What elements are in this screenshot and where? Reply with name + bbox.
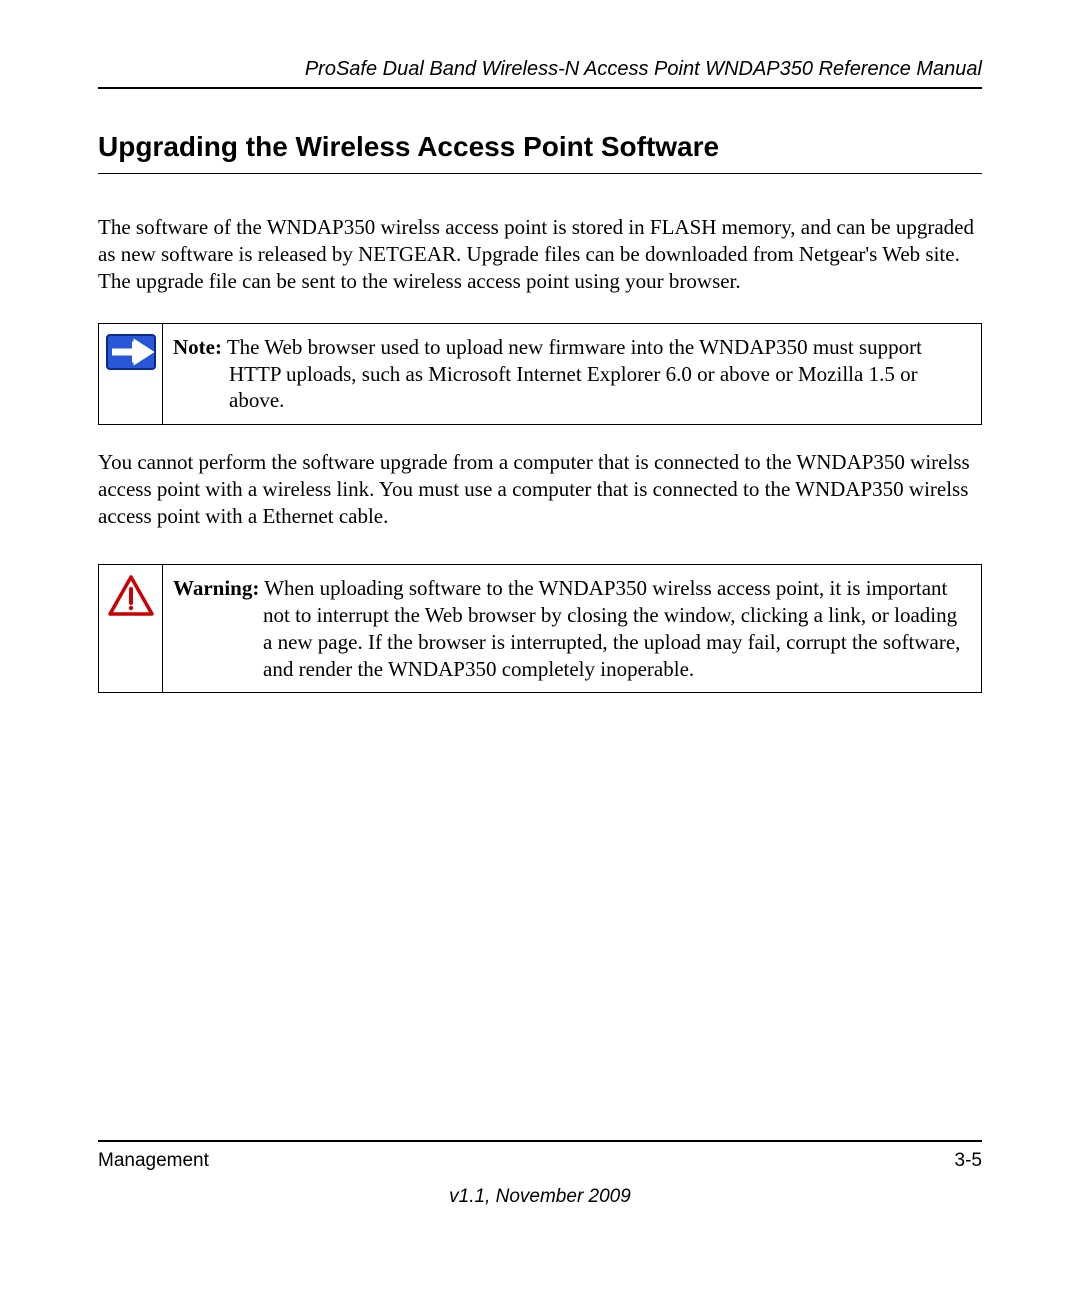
page-footer: Management 3-5 v1.1, November 2009 [98,1140,982,1208]
footer-left: Management [98,1150,209,1172]
paragraph-1: The software of the WNDAP350 wirelss acc… [98,214,982,295]
footer-rule [98,1140,982,1142]
note-content: Note: The Web browser used to upload new… [173,334,967,415]
note-callout: Note: The Web browser used to upload new… [98,323,982,426]
arrow-right-icon [106,334,156,370]
note-text: The Web browser used to upload new firmw… [222,335,922,413]
header-title: ProSafe Dual Band Wireless-N Access Poin… [98,58,982,89]
warning-text: When uploading software to the WNDAP350 … [259,576,960,681]
warning-triangle-icon [108,575,154,617]
footer-right: 3-5 [955,1150,982,1172]
footer-version: v1.1, November 2009 [98,1186,982,1208]
footer-line: Management 3-5 [98,1150,982,1172]
note-icon-cell [99,323,163,425]
warning-text-cell: Warning: When uploading software to the … [163,564,982,693]
warning-label: Warning: [173,576,259,600]
warning-callout: Warning: When uploading software to the … [98,564,982,694]
paragraph-2: You cannot perform the software upgrade … [98,449,982,530]
page-container: ProSafe Dual Band Wireless-N Access Poin… [0,0,1080,1296]
note-text-cell: Note: The Web browser used to upload new… [163,323,982,425]
warning-content: Warning: When uploading software to the … [173,575,967,683]
warning-icon-cell [99,564,163,693]
section-heading: Upgrading the Wireless Access Point Soft… [98,131,982,174]
note-label: Note: [173,335,222,359]
